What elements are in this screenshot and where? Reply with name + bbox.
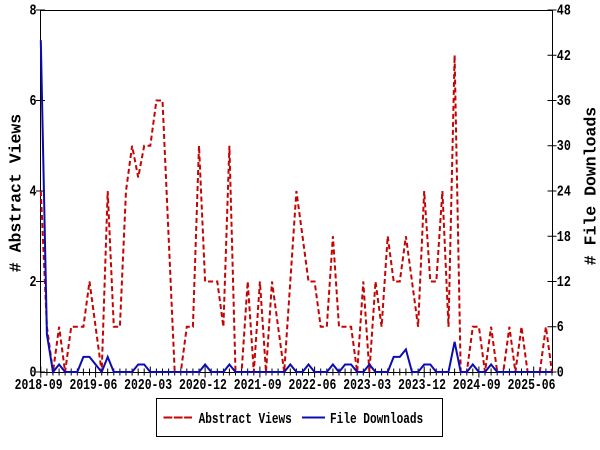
svg-text:18: 18 (557, 230, 571, 247)
svg-text:2021-09: 2021-09 (234, 377, 282, 394)
svg-text:12: 12 (557, 275, 571, 292)
svg-text:2020-03: 2020-03 (124, 377, 172, 394)
svg-text:2023-03: 2023-03 (343, 377, 391, 394)
svg-text:6: 6 (29, 94, 36, 111)
svg-text:4: 4 (29, 184, 36, 201)
svg-text:48: 48 (557, 3, 571, 20)
svg-text:2018-09: 2018-09 (15, 377, 63, 394)
svg-text:2: 2 (29, 275, 36, 292)
svg-text:0: 0 (29, 365, 36, 382)
svg-text:24: 24 (557, 184, 571, 201)
svg-text:# Abstract Views: # Abstract Views (7, 114, 26, 272)
svg-text:6: 6 (557, 320, 564, 337)
svg-text:2023-12: 2023-12 (398, 377, 446, 394)
svg-text:36: 36 (557, 94, 571, 111)
svg-text:Abstract Views: Abstract Views (199, 410, 292, 427)
svg-text:2020-12: 2020-12 (179, 377, 227, 394)
svg-text:# File Downloads: # File Downloads (582, 107, 600, 265)
svg-text:30: 30 (557, 139, 571, 156)
svg-text:2019-06: 2019-06 (69, 377, 117, 394)
svg-text:0: 0 (557, 365, 564, 382)
svg-text:2024-09: 2024-09 (453, 377, 501, 394)
svg-text:File Downloads: File Downloads (330, 410, 423, 427)
svg-text:2025-06: 2025-06 (508, 377, 556, 394)
svg-text:8: 8 (29, 3, 36, 20)
svg-text:2022-06: 2022-06 (288, 377, 336, 394)
svg-text:42: 42 (557, 49, 571, 66)
